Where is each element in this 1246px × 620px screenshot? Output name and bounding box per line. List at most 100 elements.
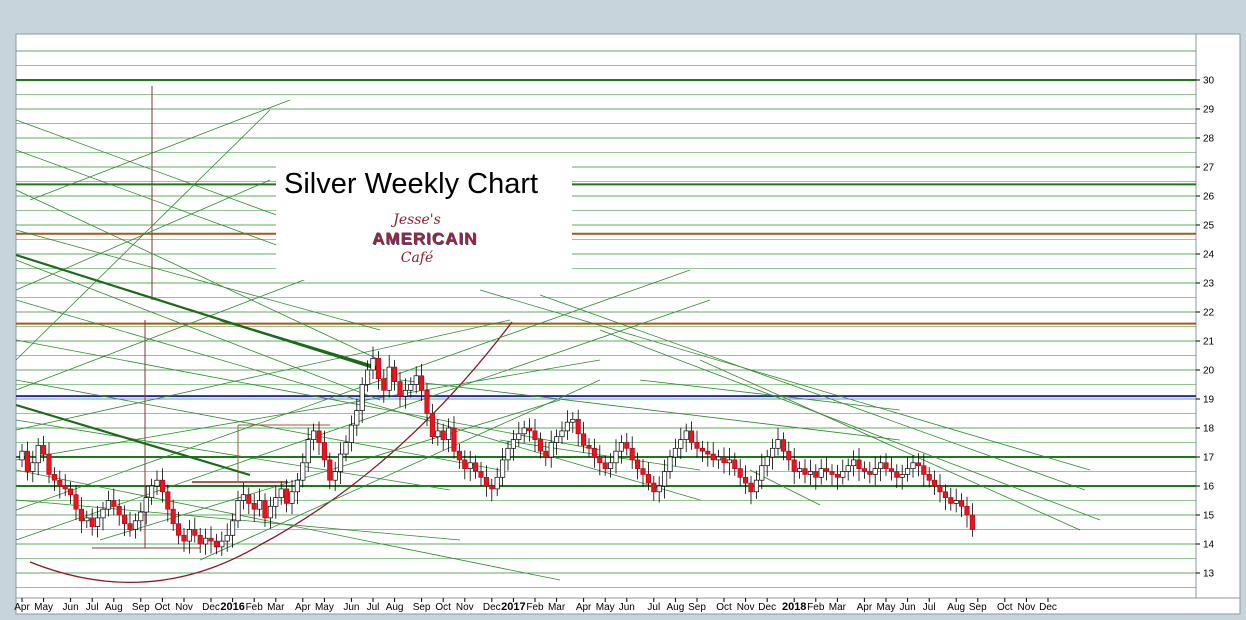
candle-body bbox=[208, 537, 214, 542]
y-axis: 13 14 15 16 17 18 19 20 21 22 23 24 25 26 27 28 29 30 bbox=[1196, 76, 1215, 580]
candle-body bbox=[807, 471, 813, 475]
candle-body bbox=[543, 450, 549, 458]
candle-body bbox=[608, 462, 614, 469]
candle-body bbox=[505, 447, 511, 461]
candle-body bbox=[159, 479, 165, 493]
candle-body bbox=[570, 418, 576, 423]
candle-body bbox=[84, 517, 90, 522]
candle-body bbox=[559, 430, 565, 438]
candle-body bbox=[332, 471, 338, 481]
y-tick-label: 22 bbox=[1203, 308, 1215, 319]
candle-body bbox=[667, 456, 673, 472]
y-tick-label: 25 bbox=[1203, 221, 1215, 232]
americain-cafe-logo: Jesse's AMERICAIN Café bbox=[372, 212, 476, 288]
candle-body bbox=[797, 468, 803, 472]
candle-body bbox=[721, 456, 727, 464]
trend-line bbox=[15, 189, 381, 361]
candle-body bbox=[386, 366, 392, 391]
candle-body bbox=[100, 508, 106, 519]
candle-body bbox=[111, 500, 117, 507]
y-tick-label: 14 bbox=[1203, 540, 1215, 551]
candle-body bbox=[921, 465, 927, 475]
candle-body bbox=[818, 468, 824, 478]
candle-body bbox=[402, 389, 408, 397]
candle-body bbox=[354, 410, 360, 426]
candle-body bbox=[770, 447, 776, 458]
candle-body bbox=[440, 430, 446, 440]
x-tick-label: Nov bbox=[456, 602, 474, 613]
trend-line bbox=[15, 119, 291, 221]
x-tick-label: Apr bbox=[295, 602, 311, 613]
candle-body bbox=[802, 468, 808, 475]
candle-body bbox=[964, 505, 970, 516]
trend-line bbox=[15, 299, 711, 541]
candle-body bbox=[392, 366, 398, 382]
candle-body bbox=[516, 433, 522, 440]
y-tick-label: 21 bbox=[1203, 337, 1215, 348]
major-trend-line bbox=[15, 403, 251, 477]
candle-body bbox=[30, 462, 36, 472]
candle-body bbox=[694, 442, 700, 449]
candle-body bbox=[861, 468, 867, 472]
x-tick-label: Aug bbox=[105, 602, 123, 613]
trend-line bbox=[15, 229, 381, 331]
trend-line bbox=[399, 379, 901, 441]
y-tick-label: 16 bbox=[1203, 482, 1215, 493]
y-axis-panel bbox=[1195, 33, 1241, 599]
x-tick-label: Jun bbox=[900, 602, 916, 613]
x-tick-label: Mar bbox=[548, 602, 566, 613]
x-tick-label: 2017 bbox=[501, 601, 525, 613]
candle-body bbox=[246, 494, 252, 504]
candle-body bbox=[359, 384, 365, 411]
candle-body bbox=[257, 500, 263, 510]
candle-body bbox=[138, 511, 144, 522]
candle-body bbox=[527, 427, 533, 432]
rounding-bottom-arc bbox=[29, 321, 513, 584]
candle-body bbox=[867, 471, 873, 475]
trend-line bbox=[15, 359, 601, 461]
candle-body bbox=[300, 462, 306, 481]
candle-body bbox=[888, 468, 894, 472]
candle-body bbox=[462, 459, 468, 469]
candle-body bbox=[905, 468, 911, 475]
candle-body bbox=[267, 505, 273, 519]
trend-line bbox=[15, 269, 691, 511]
candle-body bbox=[586, 445, 592, 449]
x-tick-label: Oct bbox=[155, 602, 171, 613]
candle-body bbox=[786, 450, 792, 461]
candle-body bbox=[872, 468, 878, 475]
x-tick-label: Nov bbox=[737, 602, 755, 613]
candle-body bbox=[235, 500, 241, 522]
candle-body bbox=[95, 517, 101, 527]
candle-body bbox=[591, 447, 597, 458]
candle-body bbox=[510, 439, 516, 449]
x-tick-label: Sep bbox=[688, 602, 706, 613]
candle-body bbox=[483, 476, 489, 487]
major-trend-line bbox=[219, 318, 381, 370]
x-tick-label: Aug bbox=[947, 602, 965, 613]
candle-body bbox=[397, 381, 403, 397]
y-tick-label: 18 bbox=[1203, 424, 1215, 435]
y-tick-label: 23 bbox=[1203, 279, 1215, 290]
candle-body bbox=[348, 424, 354, 443]
y-tick-label: 24 bbox=[1203, 250, 1215, 261]
x-tick-label: Mar bbox=[267, 602, 285, 613]
trend-line bbox=[15, 179, 271, 291]
candle-body bbox=[500, 459, 506, 478]
x-tick-label: Jun bbox=[619, 602, 635, 613]
x-axis-panel bbox=[15, 597, 1241, 615]
candle-body bbox=[186, 529, 192, 542]
candle-body bbox=[743, 476, 749, 484]
candle-body bbox=[176, 523, 182, 536]
candle-body bbox=[597, 456, 603, 464]
x-tick-label: Jun bbox=[63, 602, 79, 613]
candle-body bbox=[213, 540, 219, 548]
candle-body bbox=[192, 529, 198, 536]
y-tick-label: 27 bbox=[1203, 163, 1215, 174]
x-tick-label: Jul bbox=[86, 602, 99, 613]
candle-body bbox=[143, 497, 149, 513]
candle-body bbox=[791, 459, 797, 472]
candle-body bbox=[624, 442, 630, 449]
x-tick-label: Feb bbox=[246, 602, 264, 613]
candle-body bbox=[840, 471, 846, 478]
